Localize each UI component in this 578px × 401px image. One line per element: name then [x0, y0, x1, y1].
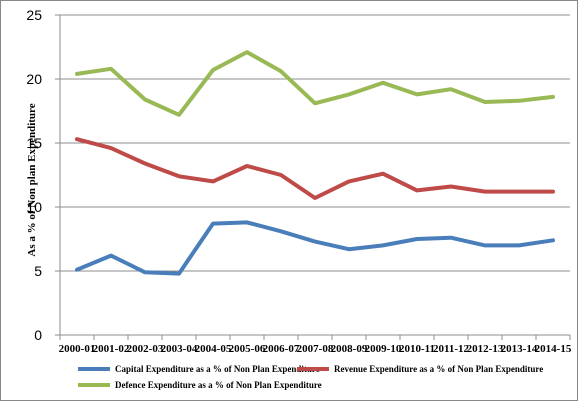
- data-point: [211, 222, 215, 226]
- data-point: [245, 220, 249, 224]
- y-tick-label: 20: [26, 71, 42, 87]
- y-tick-label: 10: [26, 199, 42, 215]
- data-point: [109, 146, 113, 150]
- data-point: [109, 254, 113, 258]
- data-point: [517, 190, 521, 194]
- y-axis-title: As a % of Non plan Expenditure: [26, 103, 38, 256]
- data-point: [449, 236, 453, 240]
- data-point: [449, 185, 453, 189]
- data-point: [551, 238, 555, 242]
- data-point: [517, 99, 521, 103]
- x-tick-label: 2001-02: [93, 343, 130, 355]
- y-tick-label: 15: [26, 135, 42, 151]
- x-tick-label: 2004-05: [195, 343, 232, 355]
- data-point: [245, 50, 249, 54]
- data-point: [313, 240, 317, 244]
- legend-label: Revenue Expenditure as a % of Non Plan E…: [334, 364, 543, 374]
- data-point: [279, 173, 283, 177]
- x-tick-label: 2012-13: [467, 343, 504, 355]
- data-point: [279, 69, 283, 73]
- x-tick-label: 2005-06: [229, 343, 266, 355]
- x-tick-label: 2013-14: [501, 343, 538, 355]
- data-point: [211, 179, 215, 183]
- series-line-1: [75, 220, 555, 276]
- data-point: [483, 243, 487, 247]
- x-tick-label: 2010-11: [399, 343, 435, 355]
- data-point: [143, 161, 147, 165]
- data-point: [75, 72, 79, 76]
- x-tick-label: 2000-01: [59, 343, 96, 355]
- x-tick-label: 2008-09: [331, 343, 368, 355]
- data-point: [313, 196, 317, 200]
- data-point: [75, 137, 79, 141]
- data-point: [415, 188, 419, 192]
- x-tick-label: 2006-07: [263, 343, 300, 355]
- x-tick-label: 2003-04: [161, 343, 198, 355]
- data-point: [177, 113, 181, 117]
- data-point: [211, 68, 215, 72]
- y-tick-label: 25: [26, 7, 42, 23]
- data-point: [381, 243, 385, 247]
- y-tick-label: 5: [34, 263, 42, 279]
- data-point: [551, 95, 555, 99]
- data-point: [483, 100, 487, 104]
- x-tick-label: 2014-15: [535, 343, 572, 355]
- y-tick-label: 0: [34, 327, 42, 343]
- data-point: [449, 87, 453, 91]
- x-tick-label: 2011-12: [433, 343, 470, 355]
- data-point: [347, 179, 351, 183]
- data-point: [551, 190, 555, 194]
- data-point: [177, 272, 181, 276]
- data-point: [347, 92, 351, 96]
- data-point: [143, 97, 147, 101]
- data-point: [313, 101, 317, 105]
- data-point: [75, 268, 79, 272]
- data-point: [245, 164, 249, 168]
- series-line-2: [75, 137, 555, 200]
- data-point: [415, 237, 419, 241]
- x-tick-label: 2002-03: [127, 343, 164, 355]
- data-point: [177, 174, 181, 178]
- data-point: [279, 229, 283, 233]
- data-point: [109, 67, 113, 71]
- x-tick-label: 2007-08: [297, 343, 334, 355]
- data-point: [381, 172, 385, 176]
- legend-label: Capital Expenditure as a % of Non Plan E…: [115, 364, 320, 374]
- data-point: [143, 270, 147, 274]
- data-point: [347, 247, 351, 251]
- data-point: [483, 190, 487, 194]
- series-line-3: [75, 50, 555, 117]
- data-point: [415, 92, 419, 96]
- legend-label: Defence Expenditure as a % of Non Plan E…: [115, 380, 322, 390]
- x-tick-label: 2009-10: [365, 343, 402, 355]
- data-point: [517, 243, 521, 247]
- data-point: [381, 81, 385, 85]
